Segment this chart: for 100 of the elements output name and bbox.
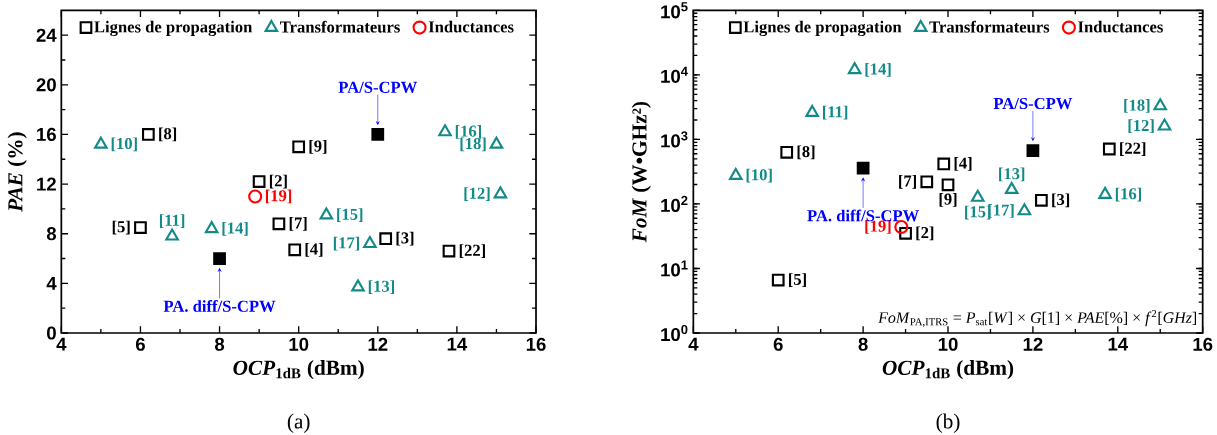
point xyxy=(805,104,820,118)
text: (b) xyxy=(936,413,960,433)
point xyxy=(288,243,302,257)
point xyxy=(248,189,263,204)
legend-label: Transformateurs xyxy=(929,20,1050,33)
x-tick-label: 16 xyxy=(1193,337,1213,351)
annotation: PA. diff/S-CPW xyxy=(163,299,276,312)
point xyxy=(438,124,452,137)
annotation: [3] xyxy=(396,231,414,246)
y-axis-title: PAE (%) xyxy=(7,132,27,212)
point xyxy=(771,273,785,287)
annotation: [11] xyxy=(159,214,185,228)
annotation: [17] xyxy=(333,236,360,251)
annotation: [15] xyxy=(337,208,363,222)
point xyxy=(141,128,155,141)
point xyxy=(363,235,377,249)
point xyxy=(134,221,147,234)
annotation: [2] xyxy=(916,226,934,241)
point xyxy=(442,244,456,258)
annotation: PA/S-CPW xyxy=(338,81,418,93)
x-tick-label: 10 xyxy=(938,337,958,351)
annotation: [18] xyxy=(1124,99,1150,113)
annotation: [22] xyxy=(459,244,485,258)
x-tick-label: 12 xyxy=(368,337,388,351)
point xyxy=(379,232,393,246)
point xyxy=(920,175,934,189)
point xyxy=(941,178,955,192)
annotation: [9] xyxy=(309,139,327,154)
x-tick-label: 8 xyxy=(858,337,868,351)
point xyxy=(489,136,504,149)
annotation: [4] xyxy=(954,157,972,171)
annotation: [2] xyxy=(269,174,287,189)
x-tick-label: 6 xyxy=(773,337,783,351)
y-tick-label: 0 xyxy=(47,326,56,340)
annotation: [9] xyxy=(939,193,957,207)
x-axis-title: OCP$_{1dB}$ (dBm) xyxy=(882,359,1014,380)
annotation: [12] xyxy=(464,187,490,201)
annotation: [14] xyxy=(222,221,248,236)
point xyxy=(899,226,912,240)
annotation: PA/S-CPW xyxy=(993,97,1073,110)
legend-label: Lignes de propagation xyxy=(94,20,253,37)
legend-label: Transformateurs xyxy=(280,20,400,33)
annotation: [16] xyxy=(1115,187,1142,202)
y-tick-label: 10$^{5}$ xyxy=(661,2,688,19)
point xyxy=(272,217,286,231)
y-tick-label: 8 xyxy=(46,227,57,241)
annotation: [22] xyxy=(1120,142,1146,156)
y-tick-label: 20 xyxy=(36,78,56,92)
legend-label: Inductances xyxy=(428,20,514,33)
point xyxy=(1157,118,1172,131)
point xyxy=(493,186,508,199)
annotation: [5] xyxy=(112,220,130,235)
annotation: [7] xyxy=(899,174,916,189)
point xyxy=(847,62,862,75)
y-tick-label: 12 xyxy=(37,177,56,191)
y-tick-label: 4 xyxy=(46,276,57,290)
point xyxy=(319,207,334,220)
point xyxy=(1026,144,1040,158)
annotation: [13] xyxy=(999,167,1025,182)
annotation: [3] xyxy=(1052,193,1070,208)
x-tick-label: 14 xyxy=(1108,337,1129,351)
point xyxy=(970,189,985,202)
x-tick-label: 8 xyxy=(214,337,225,351)
x-tick-label: 4 xyxy=(56,337,67,351)
text: FoM$_{PA,ITRS}$ = P$_{sat}$[W] × G[1] × PAE[%] × f$^{2}$[GHz] xyxy=(878,310,1197,327)
annotation: PA. diff/S-CPW xyxy=(807,209,919,222)
point xyxy=(165,228,179,241)
point xyxy=(728,167,743,180)
annotation: [7] xyxy=(289,216,307,231)
y-tick-label: 10$^{4}$ xyxy=(661,66,688,83)
y-tick-label: 10$^{3}$ xyxy=(661,131,688,148)
annotation: [11] xyxy=(822,105,848,120)
annotation: [10] xyxy=(746,168,772,183)
annotation: [14] xyxy=(865,62,891,77)
y-tick-label: 10$^{1}$ xyxy=(661,260,688,277)
legend-label: Lignes de propagation xyxy=(743,20,902,37)
annotation: [4] xyxy=(305,242,323,257)
annotation: [10] xyxy=(111,137,137,152)
x-tick-label: 10 xyxy=(289,337,309,351)
point xyxy=(1017,203,1032,216)
y-axis-title: FoM (W•GHz²) xyxy=(631,101,651,243)
annotation: [8] xyxy=(797,145,815,160)
point xyxy=(213,252,226,265)
point xyxy=(856,161,870,175)
point xyxy=(1035,193,1048,207)
x-tick-label: 14 xyxy=(447,337,468,351)
annotation: [16] xyxy=(455,125,482,139)
annotation: [5] xyxy=(789,273,806,287)
point xyxy=(351,279,365,292)
annotation: [18] xyxy=(460,137,486,152)
x-tick-label: 12 xyxy=(1023,337,1043,351)
point xyxy=(1098,186,1112,199)
point xyxy=(292,140,306,154)
point xyxy=(371,128,385,141)
point xyxy=(1004,181,1019,194)
y-tick-label: 16 xyxy=(37,127,56,142)
point xyxy=(937,157,951,171)
text: (a) xyxy=(287,413,310,433)
y-tick-label: 10$^{2}$ xyxy=(661,195,688,213)
annotation: [19] xyxy=(865,220,891,234)
